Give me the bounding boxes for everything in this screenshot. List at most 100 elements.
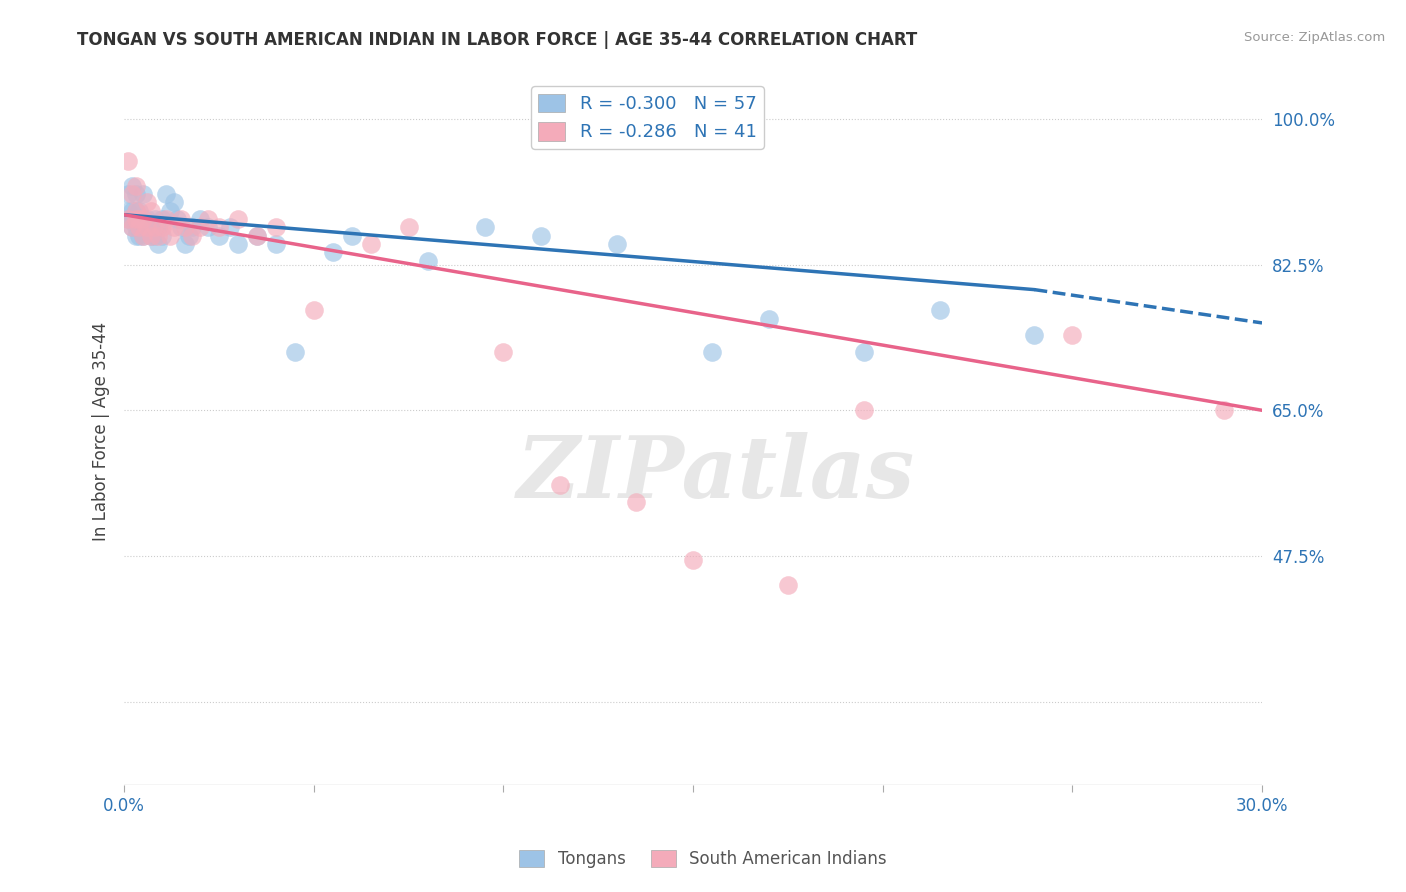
- Point: [226, 236, 249, 251]
- Text: Source: ZipAtlas.com: Source: ZipAtlas.com: [1244, 31, 1385, 45]
- Point: [132, 220, 155, 235]
- Point: [139, 228, 162, 243]
- Point: [148, 236, 170, 251]
- Point: [181, 228, 204, 243]
- Point: [188, 211, 211, 226]
- Point: [246, 228, 269, 243]
- Point: [128, 203, 150, 218]
- Point: [143, 220, 166, 235]
- Point: [700, 345, 723, 359]
- Point: [162, 195, 184, 210]
- Point: [132, 228, 155, 243]
- Point: [197, 211, 219, 226]
- Point: [136, 195, 159, 210]
- Point: [682, 553, 704, 567]
- Point: [530, 228, 553, 243]
- Point: [416, 253, 439, 268]
- Point: [758, 311, 780, 326]
- Point: [188, 220, 211, 235]
- Point: [117, 211, 139, 226]
- Point: [132, 186, 155, 201]
- Point: [117, 186, 139, 201]
- Point: [124, 211, 146, 226]
- Point: [132, 228, 155, 243]
- Point: [1213, 403, 1236, 417]
- Point: [606, 236, 628, 251]
- Point: [124, 220, 146, 235]
- Point: [208, 220, 231, 235]
- Point: [136, 211, 159, 226]
- Point: [124, 186, 146, 201]
- Point: [1024, 328, 1046, 343]
- Point: [155, 211, 177, 226]
- Point: [143, 228, 166, 243]
- Point: [132, 211, 155, 226]
- Point: [398, 220, 420, 235]
- Point: [150, 228, 173, 243]
- Point: [776, 578, 799, 592]
- Point: [174, 236, 197, 251]
- Point: [177, 228, 200, 243]
- Point: [139, 228, 162, 243]
- Point: [121, 178, 143, 193]
- Point: [148, 220, 170, 235]
- Point: [162, 220, 184, 235]
- Point: [219, 220, 242, 235]
- Legend: R = -0.300   N = 57, R = -0.286   N = 41: R = -0.300 N = 57, R = -0.286 N = 41: [531, 87, 763, 149]
- Point: [550, 478, 572, 492]
- Point: [284, 345, 307, 359]
- Point: [136, 220, 159, 235]
- Point: [150, 220, 173, 235]
- Point: [159, 228, 181, 243]
- Point: [302, 303, 325, 318]
- Point: [264, 220, 287, 235]
- Point: [132, 211, 155, 226]
- Point: [128, 220, 150, 235]
- Y-axis label: In Labor Force | Age 35-44: In Labor Force | Age 35-44: [93, 321, 110, 541]
- Point: [852, 345, 875, 359]
- Point: [360, 236, 382, 251]
- Point: [148, 228, 170, 243]
- Point: [1062, 328, 1084, 343]
- Point: [139, 220, 162, 235]
- Text: ZIPatlas: ZIPatlas: [517, 432, 915, 516]
- Point: [340, 228, 363, 243]
- Point: [181, 220, 204, 235]
- Point: [852, 403, 875, 417]
- Point: [226, 211, 249, 226]
- Point: [124, 211, 146, 226]
- Point: [322, 245, 344, 260]
- Point: [124, 203, 146, 218]
- Text: TONGAN VS SOUTH AMERICAN INDIAN IN LABOR FORCE | AGE 35-44 CORRELATION CHART: TONGAN VS SOUTH AMERICAN INDIAN IN LABOR…: [77, 31, 918, 49]
- Point: [139, 203, 162, 218]
- Point: [928, 303, 950, 318]
- Point: [208, 228, 231, 243]
- Point: [136, 220, 159, 235]
- Point: [264, 236, 287, 251]
- Point: [117, 211, 139, 226]
- Point: [121, 211, 143, 226]
- Point: [128, 220, 150, 235]
- Legend: Tongans, South American Indians: Tongans, South American Indians: [513, 843, 893, 875]
- Point: [246, 228, 269, 243]
- Point: [155, 186, 177, 201]
- Point: [117, 153, 139, 168]
- Point: [124, 228, 146, 243]
- Point: [121, 203, 143, 218]
- Point: [124, 203, 146, 218]
- Point: [492, 345, 515, 359]
- Point: [170, 220, 193, 235]
- Point: [121, 220, 143, 235]
- Point: [474, 220, 496, 235]
- Point: [626, 495, 648, 509]
- Point: [117, 203, 139, 218]
- Point: [143, 211, 166, 226]
- Point: [128, 228, 150, 243]
- Point: [121, 186, 143, 201]
- Point: [128, 211, 150, 226]
- Point: [174, 220, 197, 235]
- Point: [121, 220, 143, 235]
- Point: [150, 211, 173, 226]
- Point: [159, 203, 181, 218]
- Point: [128, 211, 150, 226]
